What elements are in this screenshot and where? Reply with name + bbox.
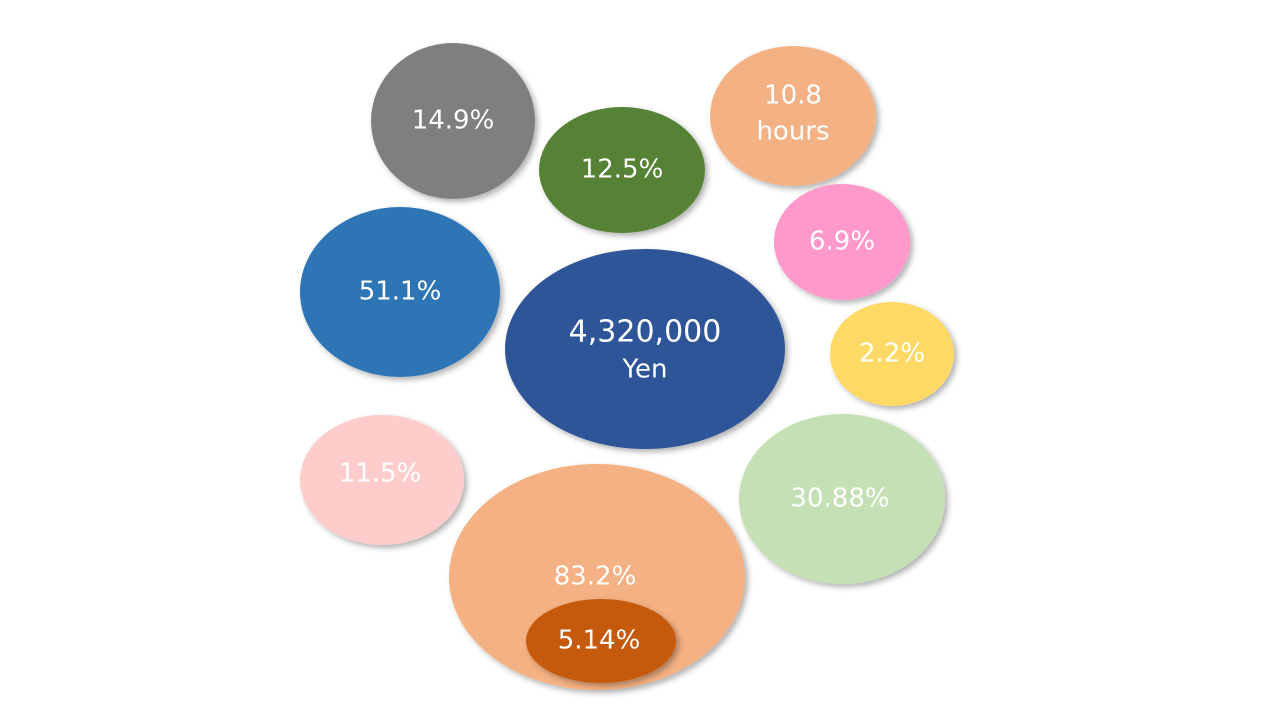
bubble-shape — [710, 46, 876, 186]
bubble-shape — [505, 249, 785, 449]
bubble-label: 83.2% — [554, 562, 637, 592]
bubble-shape — [526, 599, 676, 683]
bubble-label: 2.2% — [859, 339, 925, 369]
bubble-label: 10.8 — [764, 81, 822, 111]
bubble-shape — [774, 184, 910, 300]
bubble: 4,320,000 Yen — [505, 249, 785, 449]
bubble: 30.88% — [739, 414, 945, 584]
bubble: 2.2% — [830, 302, 954, 406]
bubble: 11.5% — [300, 415, 464, 545]
bubble-shape — [371, 43, 535, 199]
bubble: 6.9% — [774, 184, 910, 300]
bubble-shape — [830, 302, 954, 406]
bubble: 12.5% — [539, 107, 705, 233]
bubble: 14.9% — [371, 43, 535, 199]
bubble-label: 11.5% — [339, 459, 422, 489]
bubble-shape — [539, 107, 705, 233]
bubble-label: 6.9% — [809, 227, 875, 257]
bubble-label: 14.9% — [412, 106, 495, 136]
bubble-shape — [300, 415, 464, 545]
bubble: 10.8 hours — [710, 46, 876, 186]
bubble: 5.14% — [526, 599, 676, 683]
bubble: 51.1% — [300, 207, 500, 377]
bubble-label: hours — [756, 117, 829, 147]
bubble-label: Yen — [622, 355, 668, 385]
bubble-label: 12.5% — [581, 155, 664, 185]
bubble-label: 51.1% — [359, 277, 442, 307]
bubble-label: 5.14% — [558, 626, 641, 656]
bubble-shape — [300, 207, 500, 377]
bubble-label: 30.88% — [790, 484, 889, 514]
bubble-label: 4,320,000 — [569, 315, 722, 350]
bubble-shape — [739, 414, 945, 584]
